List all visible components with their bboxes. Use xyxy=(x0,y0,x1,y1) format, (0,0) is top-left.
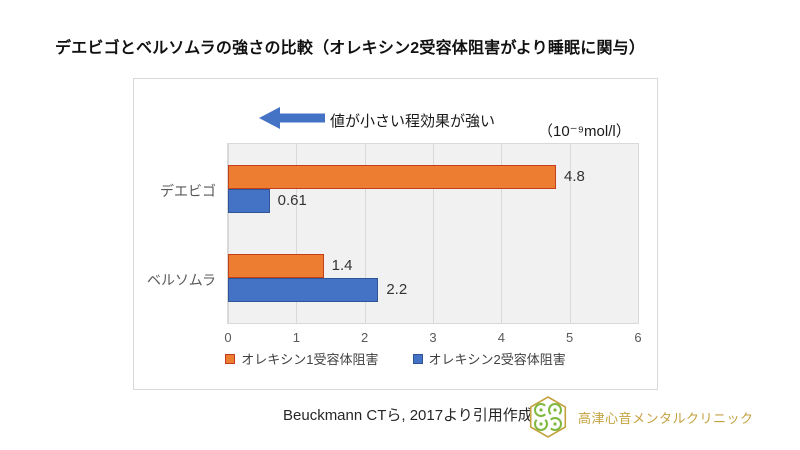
legend-item: オレキシン1受容体阻害 xyxy=(225,349,379,368)
annotation-label: 値が小さい程効果が強い xyxy=(330,113,496,130)
legend-swatch xyxy=(225,353,236,364)
source-citation: Beuckmann CTら, 2017より引用作成 xyxy=(283,407,533,424)
page-title: デエビゴとベルソムラの強さの比較（オレキシン2受容体阻害がより睡眠に関与） xyxy=(55,40,646,57)
gridline xyxy=(433,144,434,323)
bar-series1-cat2 xyxy=(228,254,324,279)
clinic-name: 高津心音メンタルクリニック xyxy=(578,411,754,426)
gridline xyxy=(228,144,229,323)
value-label: 1.4 xyxy=(331,257,353,275)
x-tick-label: 1 xyxy=(292,330,300,345)
bar-series1-cat1 xyxy=(228,164,556,189)
bar-series2-cat2 xyxy=(228,278,379,303)
x-tick-label: 0 xyxy=(224,330,232,345)
x-tick-label: 5 xyxy=(566,330,574,345)
legend-label: オレキシン2受容体阻害 xyxy=(428,352,566,367)
clinic-logo-icon xyxy=(529,396,567,438)
footer: Beuckmann CTら, 2017より引用作成 高津心音メンタルクリニック xyxy=(0,396,800,440)
value-label: 0.61 xyxy=(277,191,307,209)
unit-label: （10⁻⁹mol/l） xyxy=(538,123,631,140)
category-label: ベルソムラ xyxy=(146,272,216,289)
gridline xyxy=(501,144,502,323)
chart-card: 値が小さい程効果が強い （10⁻⁹mol/l） 0 1 2 3 4 5 6 デエビゴ 4.8 0.… xyxy=(133,78,658,390)
gridline xyxy=(570,144,571,323)
legend-swatch xyxy=(412,353,423,364)
legend-label: オレキシン1受容体阻害 xyxy=(241,352,379,367)
x-tick-label: 4 xyxy=(497,330,505,345)
left-arrow-icon xyxy=(259,107,325,129)
legend-item: オレキシン2受容体阻害 xyxy=(412,349,566,368)
gridline xyxy=(365,144,366,323)
gridline xyxy=(296,144,297,323)
value-label: 4.8 xyxy=(564,167,585,185)
bar-series2-cat1 xyxy=(228,188,270,213)
gridline xyxy=(638,144,639,323)
x-tick-label: 6 xyxy=(634,330,642,345)
value-label: 2.2 xyxy=(386,281,408,299)
category-label: デエビゴ xyxy=(160,182,216,199)
x-tick-label: 3 xyxy=(429,330,437,345)
x-tick-label: 2 xyxy=(361,330,369,345)
legend: オレキシン1受容体阻害 オレキシン2受容体阻害 xyxy=(134,349,657,368)
plot-area: 0 1 2 3 4 5 6 デエビゴ 4.8 0.61 ベルソムラ 1.4 2.2 xyxy=(147,143,642,345)
